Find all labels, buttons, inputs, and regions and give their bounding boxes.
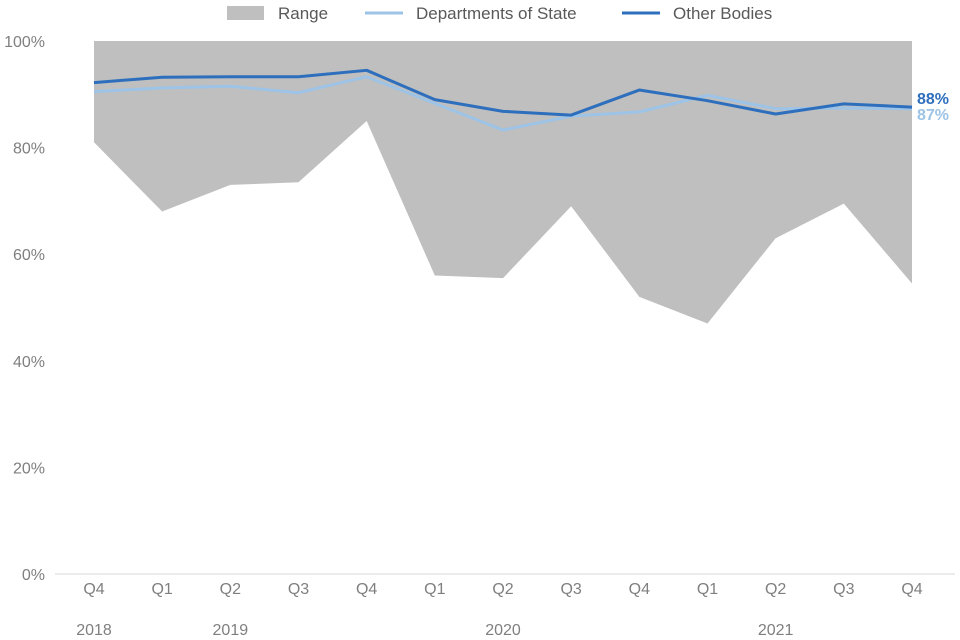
x-tick-label: Q3 xyxy=(560,581,581,598)
y-tick-label: 0% xyxy=(22,567,45,584)
year-label: 2019 xyxy=(213,622,249,639)
end-labels: 88% 87% xyxy=(917,91,949,124)
x-axis-quarters: Q4 Q1 Q2 Q3 Q4 Q1 Q2 Q3 Q4 Q1 Q2 Q3 Q4 xyxy=(83,581,922,598)
y-tick-label: 60% xyxy=(13,247,45,264)
x-tick-label: Q3 xyxy=(833,581,854,598)
x-tick-label: Q2 xyxy=(492,581,513,598)
x-tick-label: Q4 xyxy=(356,581,377,598)
y-tick-label: 80% xyxy=(13,141,45,158)
x-tick-label: Q4 xyxy=(83,581,104,598)
y-tick-label: 100% xyxy=(4,34,45,51)
end-label-departments-of-state: 87% xyxy=(917,107,949,124)
legend-label-other-bodies: Other Bodies xyxy=(673,4,772,23)
range-area xyxy=(94,41,912,324)
x-axis-years: 2018 2019 2020 2021 xyxy=(76,622,793,639)
x-tick-label: Q1 xyxy=(697,581,718,598)
x-tick-label: Q4 xyxy=(901,581,922,598)
year-label: 2020 xyxy=(485,622,521,639)
x-tick-label: Q3 xyxy=(288,581,309,598)
end-label-other-bodies: 88% xyxy=(917,91,949,108)
series-line-departments-of-state xyxy=(93,75,913,132)
y-axis: 0% 20% 40% 60% 80% 100% xyxy=(4,34,45,584)
legend-label-departments-of-state: Departments of State xyxy=(416,4,577,23)
y-tick-label: 20% xyxy=(13,460,45,477)
year-label: 2021 xyxy=(758,622,794,639)
x-tick-label: Q2 xyxy=(220,581,241,598)
x-tick-label: Q4 xyxy=(629,581,650,598)
legend-swatch-range xyxy=(227,6,264,20)
plot-area xyxy=(93,41,913,324)
x-tick-label: Q2 xyxy=(765,581,786,598)
legend-label-range: Range xyxy=(278,4,328,23)
series-line-other-bodies xyxy=(93,68,913,117)
x-tick-label: Q1 xyxy=(151,581,172,598)
year-label: 2018 xyxy=(76,622,112,639)
legend: Range Departments of State Other Bodies xyxy=(227,4,772,23)
y-tick-label: 40% xyxy=(13,354,45,371)
x-tick-label: Q1 xyxy=(424,581,445,598)
